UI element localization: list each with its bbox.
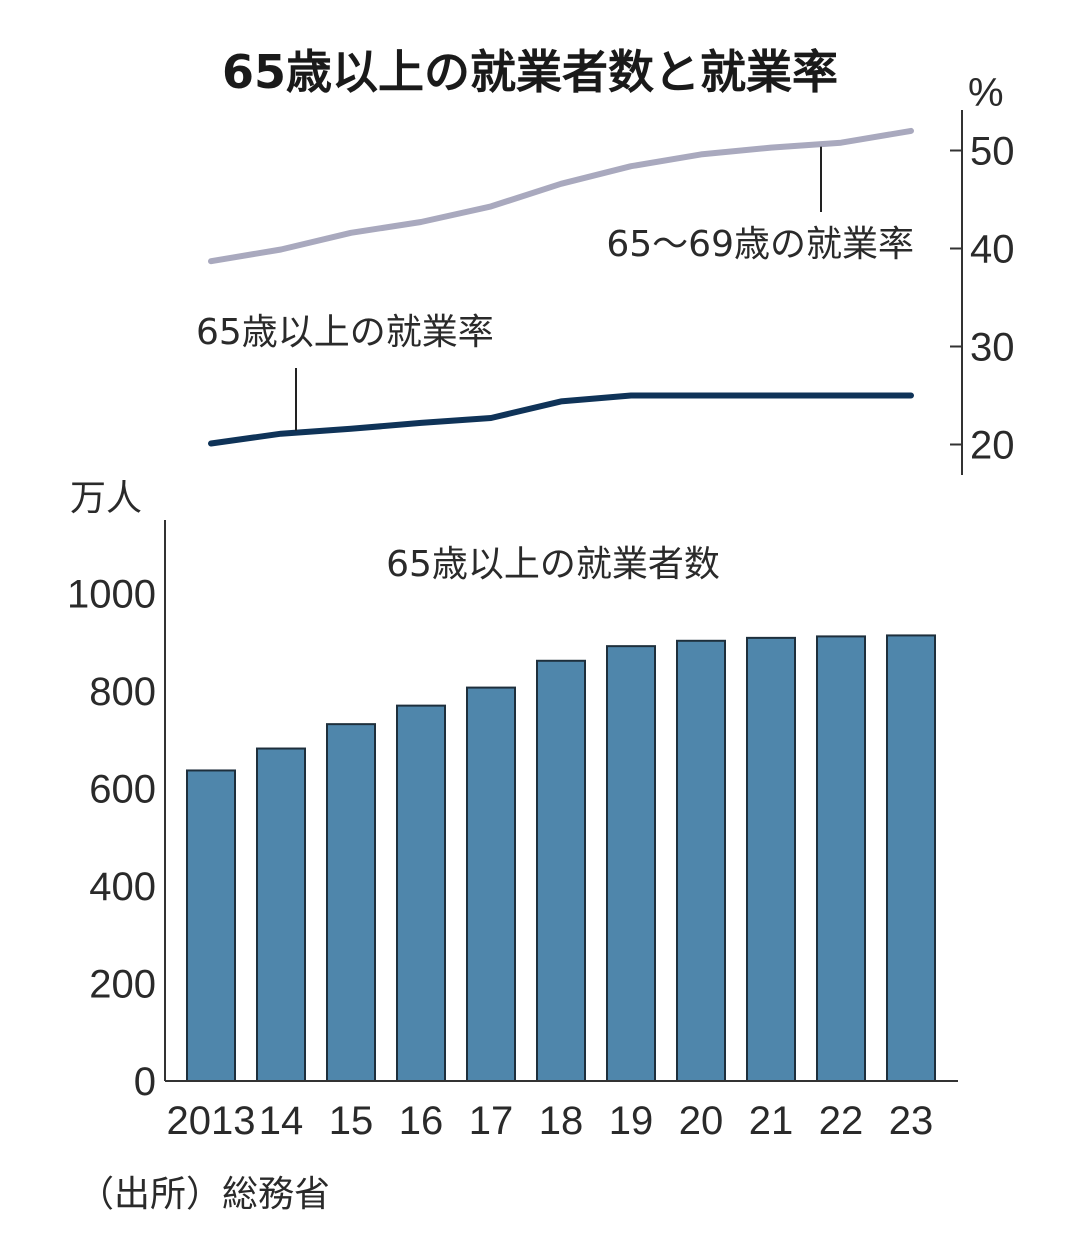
line-chart-panel: % 20 30 40 50 65～69歳の就業率 65歳以上の就業率 bbox=[196, 71, 1015, 475]
line-y-unit: % bbox=[968, 71, 1004, 115]
line-y-tick-label: 30 bbox=[970, 326, 1015, 370]
bar-22 bbox=[816, 635, 866, 1083]
bar-17 bbox=[466, 686, 516, 1083]
bar-21 bbox=[746, 636, 796, 1082]
line-y-tick-label: 20 bbox=[970, 424, 1015, 468]
bar-x-tick-label: 21 bbox=[749, 1099, 794, 1143]
bar-y-tick-label: 0 bbox=[134, 1060, 156, 1104]
bar-2013 bbox=[186, 769, 236, 1083]
bar-y-tick-label: 800 bbox=[89, 670, 156, 714]
bar-18 bbox=[536, 659, 586, 1083]
line-y-ticks: 20 30 40 50 bbox=[950, 130, 1015, 468]
bar-16 bbox=[396, 704, 446, 1082]
bar-x-ticks: 2013 14 15 16 17 18 19 20 21 22 23 bbox=[167, 1099, 934, 1143]
bar-x-tick-label: 23 bbox=[889, 1099, 934, 1143]
bar-chart-title: 65歳以上の就業者数 bbox=[386, 544, 720, 585]
bar-x-tick-label: 14 bbox=[259, 1099, 304, 1143]
bar-15 bbox=[326, 723, 376, 1083]
bar-x-tick-label: 2013 bbox=[167, 1099, 256, 1143]
line-y-tick-label: 50 bbox=[970, 130, 1015, 174]
bar-x-tick-label: 19 bbox=[609, 1099, 654, 1143]
bar-19 bbox=[606, 645, 656, 1083]
bar-y-tick-label: 1000 bbox=[67, 573, 156, 617]
series-label-65-69: 65～69歳の就業率 bbox=[606, 224, 914, 265]
line-series-group bbox=[208, 127, 914, 447]
bar-x-tick-label: 15 bbox=[329, 1099, 374, 1143]
bar-y-unit: 万人 bbox=[70, 478, 142, 519]
line-series-labels: 65～69歳の就業率 65歳以上の就業率 bbox=[196, 146, 914, 431]
bar-y-tick-label: 600 bbox=[89, 768, 156, 812]
bar-chart-panel: 万人 65歳以上の就業者数 0 200 400 600 800 1000 2013 14 15… bbox=[67, 478, 958, 1143]
bar-y-tick-label: 200 bbox=[89, 963, 156, 1007]
bar-x-tick-label: 18 bbox=[539, 1099, 584, 1143]
source-note: （出所）総務省 bbox=[78, 1174, 330, 1215]
bar-23 bbox=[886, 634, 936, 1082]
bar-x-tick-label: 16 bbox=[399, 1099, 444, 1143]
bar-x-tick-label: 22 bbox=[819, 1099, 864, 1143]
series-label-65-plus: 65歳以上の就業率 bbox=[196, 312, 494, 353]
bar-x-tick-label: 17 bbox=[469, 1099, 514, 1143]
bar-20 bbox=[676, 639, 726, 1082]
bar-x-tick-label: 20 bbox=[679, 1099, 724, 1143]
chart-title: 65歳以上の就業者数と就業率 bbox=[222, 45, 838, 99]
bar-series bbox=[186, 634, 936, 1083]
bar-y-ticks: 0 200 400 600 800 1000 bbox=[67, 573, 156, 1105]
line-y-tick-label: 40 bbox=[970, 228, 1015, 272]
line-series-65-69 bbox=[208, 127, 914, 265]
bar-y-tick-label: 400 bbox=[89, 865, 156, 909]
bar-14 bbox=[256, 747, 306, 1083]
line-series-65-plus bbox=[208, 392, 914, 447]
